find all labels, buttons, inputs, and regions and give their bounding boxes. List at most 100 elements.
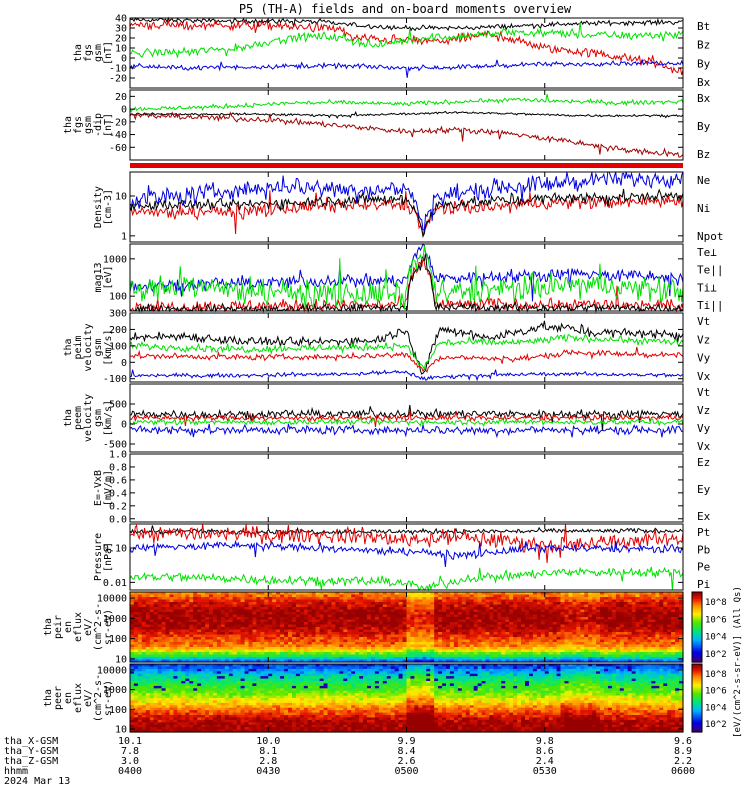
spectrogram-cell xyxy=(406,602,411,606)
spectrogram-cell xyxy=(430,652,435,656)
spectrogram-cell xyxy=(643,644,648,648)
spectrogram-cell xyxy=(481,602,487,606)
series-line-Vz xyxy=(129,346,684,374)
spectrogram-cell xyxy=(548,592,554,596)
spectrogram-cell xyxy=(244,637,250,641)
spectrogram-cell xyxy=(481,609,487,613)
spectrogram-cell xyxy=(525,612,530,616)
spectrogram-cell xyxy=(149,695,155,699)
spectrogram-cell xyxy=(659,607,664,611)
spectrogram-cell xyxy=(529,647,534,651)
spectrogram-cell xyxy=(244,629,250,633)
spectrogram-cell xyxy=(351,622,356,626)
spectrogram-cell xyxy=(667,592,672,596)
y-axis-label: E=-VxB [mV/m] xyxy=(93,470,114,506)
spectrogram-cell xyxy=(667,637,672,641)
spectrogram-cell xyxy=(173,607,178,611)
spectrogram-cell xyxy=(169,693,174,697)
spectrogram-cell xyxy=(161,685,167,689)
spectrogram-cell xyxy=(141,717,147,721)
spectrogram-cell xyxy=(145,712,151,716)
series-line-Bx xyxy=(129,93,684,113)
spectrogram-cell xyxy=(394,654,400,658)
y-tick-label: 10 xyxy=(115,654,127,665)
spectrogram-cell xyxy=(556,639,562,643)
spectrogram-cell xyxy=(631,627,637,631)
spectrogram-cell xyxy=(169,707,174,711)
spectrogram-cell xyxy=(295,647,301,651)
spectrogram-cell xyxy=(371,612,376,616)
spectrogram-cell xyxy=(339,624,344,628)
spectrogram-cell xyxy=(489,622,494,626)
spectrogram-cell xyxy=(347,634,352,638)
spectrogram-cell xyxy=(303,597,309,601)
spectrogram-cell xyxy=(576,619,581,623)
spectrogram-cell xyxy=(252,659,257,663)
spectrogram-cell xyxy=(497,597,502,601)
spectrogram-cell xyxy=(663,619,668,623)
spectrogram-cell xyxy=(339,659,344,663)
spectrogram-cell xyxy=(256,632,261,636)
spectrogram-cell xyxy=(232,717,238,721)
spectrogram-cell xyxy=(205,698,210,701)
spectrogram-cell xyxy=(327,634,332,638)
spectrogram-cell xyxy=(220,719,226,723)
spectrogram-cell xyxy=(280,654,285,658)
spectrogram-cell xyxy=(177,707,182,711)
spectrogram-cell xyxy=(675,639,680,643)
spectrogram-cell xyxy=(410,624,415,628)
spectrogram-cell xyxy=(434,612,439,616)
spectrogram-cell xyxy=(485,604,490,608)
spectrogram-cell xyxy=(153,695,159,699)
spectrogram-cell xyxy=(137,614,143,618)
spectrogram-cell xyxy=(552,644,558,648)
spectrogram-cell xyxy=(667,597,672,601)
spectrogram-cell xyxy=(347,599,352,603)
spectrogram-cell xyxy=(153,681,159,684)
spectrogram-cell xyxy=(236,666,242,670)
spectrogram-cell xyxy=(339,604,344,608)
spectrogram-cell xyxy=(434,632,439,636)
spectrogram-cell xyxy=(513,629,518,633)
spectrogram-cell xyxy=(197,654,202,658)
spectrogram-cell xyxy=(501,594,506,598)
spectrogram-cell xyxy=(489,617,494,621)
spectrogram-cell xyxy=(671,647,676,651)
spectrogram-cell xyxy=(137,700,143,704)
spectrogram-cell xyxy=(481,657,487,661)
spectrogram-cell xyxy=(371,632,376,636)
spectrogram-cell xyxy=(509,622,514,626)
spectrogram-cell xyxy=(568,629,573,633)
spectrogram-cell xyxy=(260,632,265,636)
spectrogram-cell xyxy=(659,602,664,606)
spectrogram-cell xyxy=(615,634,621,638)
spectrogram-cell xyxy=(197,722,202,726)
spectrogram-cell xyxy=(453,619,459,623)
legend-entry-Bz: Bz xyxy=(697,148,710,161)
spectrogram-cell xyxy=(497,634,502,638)
spectrogram-cell xyxy=(611,659,617,663)
spectrogram-cell xyxy=(355,602,360,606)
spectrogram-cell xyxy=(363,617,368,621)
spectrogram-cell xyxy=(133,659,139,663)
spectrogram-cell xyxy=(572,619,577,623)
spectrogram-cell xyxy=(655,627,660,631)
spectrogram-cell xyxy=(493,632,498,636)
spectrogram-cell xyxy=(205,659,210,663)
spectrogram-cell xyxy=(141,676,147,680)
spectrogram-cell xyxy=(600,659,605,663)
spectrogram-cell xyxy=(529,654,534,658)
spectrogram-cell xyxy=(548,659,554,663)
spectrogram-cell xyxy=(220,627,226,631)
spectrogram-cell xyxy=(611,607,617,611)
spectrogram-cell xyxy=(600,607,605,611)
spectrogram-cell xyxy=(635,639,641,643)
spectrogram-cell xyxy=(651,647,656,651)
spectrogram-cell xyxy=(363,642,368,646)
spectrogram-cell xyxy=(185,652,190,656)
spectrogram-cell xyxy=(220,619,226,623)
spectrogram-cell xyxy=(525,622,530,626)
spectrogram-cell xyxy=(256,599,261,603)
spectrogram-cell xyxy=(434,609,439,613)
spectrogram-cell xyxy=(414,619,419,623)
